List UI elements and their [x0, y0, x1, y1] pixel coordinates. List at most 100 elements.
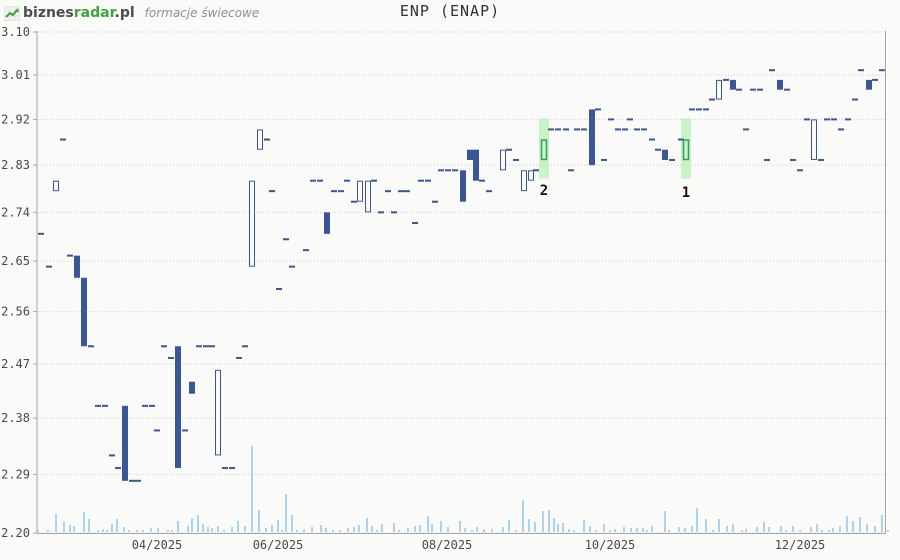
doji-candle	[168, 356, 174, 359]
volume-bar	[83, 512, 85, 532]
volume-bar	[285, 494, 287, 532]
volume-bar	[792, 526, 794, 532]
doji-candle	[404, 190, 410, 193]
doji-candle	[135, 479, 141, 482]
doji-candle	[432, 200, 438, 203]
bullish-candle	[215, 369, 221, 456]
doji-candle	[425, 179, 431, 182]
volume-bar	[393, 523, 395, 532]
doji-candle	[595, 108, 601, 111]
volume-bar	[291, 515, 293, 532]
pattern-highlights	[539, 118, 691, 179]
volume-bar	[197, 515, 199, 532]
doji-candle	[196, 345, 202, 348]
volume-bar	[732, 524, 734, 532]
doji-candle	[303, 249, 309, 252]
doji-candle	[161, 345, 167, 348]
doji-candle	[757, 88, 763, 91]
volume-bar	[548, 510, 550, 532]
doji-candle	[649, 138, 655, 141]
bearish-candle	[473, 149, 479, 181]
doji-candle	[858, 69, 864, 72]
volume-bar	[502, 527, 504, 532]
volume-bar	[534, 522, 536, 532]
doji-candle	[338, 190, 344, 193]
volume-bar	[583, 520, 585, 532]
bearish-candle	[122, 405, 128, 481]
volume-bar	[244, 526, 246, 532]
volume-bar	[69, 525, 71, 532]
volume-baseline-tick	[142, 530, 144, 532]
doji-candle	[289, 265, 295, 268]
doji-candle	[229, 467, 235, 470]
volume-bar	[231, 527, 233, 532]
volume-bar	[763, 522, 765, 532]
volume-baseline-tick	[398, 530, 400, 532]
volume-bar	[589, 526, 591, 532]
bearish-candle	[730, 79, 736, 90]
volume-bar	[37, 530, 39, 532]
volume-bars	[37, 446, 889, 532]
trend-arrow-icon	[4, 5, 20, 21]
pattern-candle	[540, 139, 548, 161]
volume-bar	[664, 511, 666, 532]
volume-bar	[419, 525, 421, 532]
volume-baseline-tick	[741, 530, 743, 532]
doji-candle	[678, 138, 684, 141]
bearish-candle	[81, 277, 87, 347]
volume-bar	[718, 519, 720, 532]
volume-bar	[756, 527, 758, 532]
volume-bar	[111, 524, 113, 532]
doji-candle	[182, 429, 188, 432]
doji-candle	[622, 128, 628, 131]
volume-bar	[684, 528, 686, 532]
volume-baseline-tick	[646, 530, 648, 532]
bullish-candle	[811, 119, 817, 160]
y-axis-tick-label: 2.38	[1, 411, 30, 425]
bearish-candle	[175, 346, 181, 469]
volume-bar	[431, 524, 433, 532]
doji-candle	[391, 211, 397, 214]
volume-bar	[381, 524, 383, 532]
doji-candle	[102, 404, 108, 407]
volume-bar	[73, 526, 75, 532]
volume-bar	[150, 528, 152, 532]
volume-bar	[358, 525, 360, 532]
doji-candle	[344, 179, 350, 182]
doji-candle	[242, 345, 248, 348]
doji-candle	[398, 190, 404, 193]
volume-baseline-tick	[573, 530, 575, 532]
bullish-candle	[365, 180, 371, 213]
doji-candle	[412, 222, 418, 225]
y-axis-tick-label: 2.56	[1, 305, 30, 319]
doji-candle	[879, 69, 885, 72]
doji-candle	[563, 128, 569, 131]
volume-baseline-tick	[223, 530, 225, 532]
volume-bar	[696, 508, 698, 532]
pattern-candle	[682, 139, 690, 161]
logo-text: biznesradar.pl	[23, 5, 135, 21]
volume-bar	[483, 529, 485, 532]
doji-candle	[95, 404, 101, 407]
doji-candle	[669, 158, 675, 161]
chart-subtitle: formacje świecowe	[144, 6, 260, 20]
doji-candle	[142, 404, 148, 407]
volume-bar	[846, 516, 848, 532]
volume-bar	[874, 526, 876, 532]
doji-candle	[804, 118, 810, 121]
y-axis-tick-label: 2.29	[1, 467, 30, 481]
volume-bar	[562, 523, 564, 532]
doji-candle	[723, 78, 729, 81]
biznesradar-logo[interactable]: biznesradar.pl	[4, 5, 135, 21]
doji-candle	[378, 211, 384, 214]
volume-baseline-tick	[128, 530, 130, 532]
doji-candle	[784, 88, 790, 91]
axes-frame	[33, 31, 886, 534]
doji-candle	[696, 108, 702, 111]
volume-bar	[347, 528, 349, 532]
volume-bar	[123, 527, 125, 532]
x-axis-tick-label: 04/2025	[132, 538, 183, 552]
pattern-highlight-band	[539, 118, 549, 179]
